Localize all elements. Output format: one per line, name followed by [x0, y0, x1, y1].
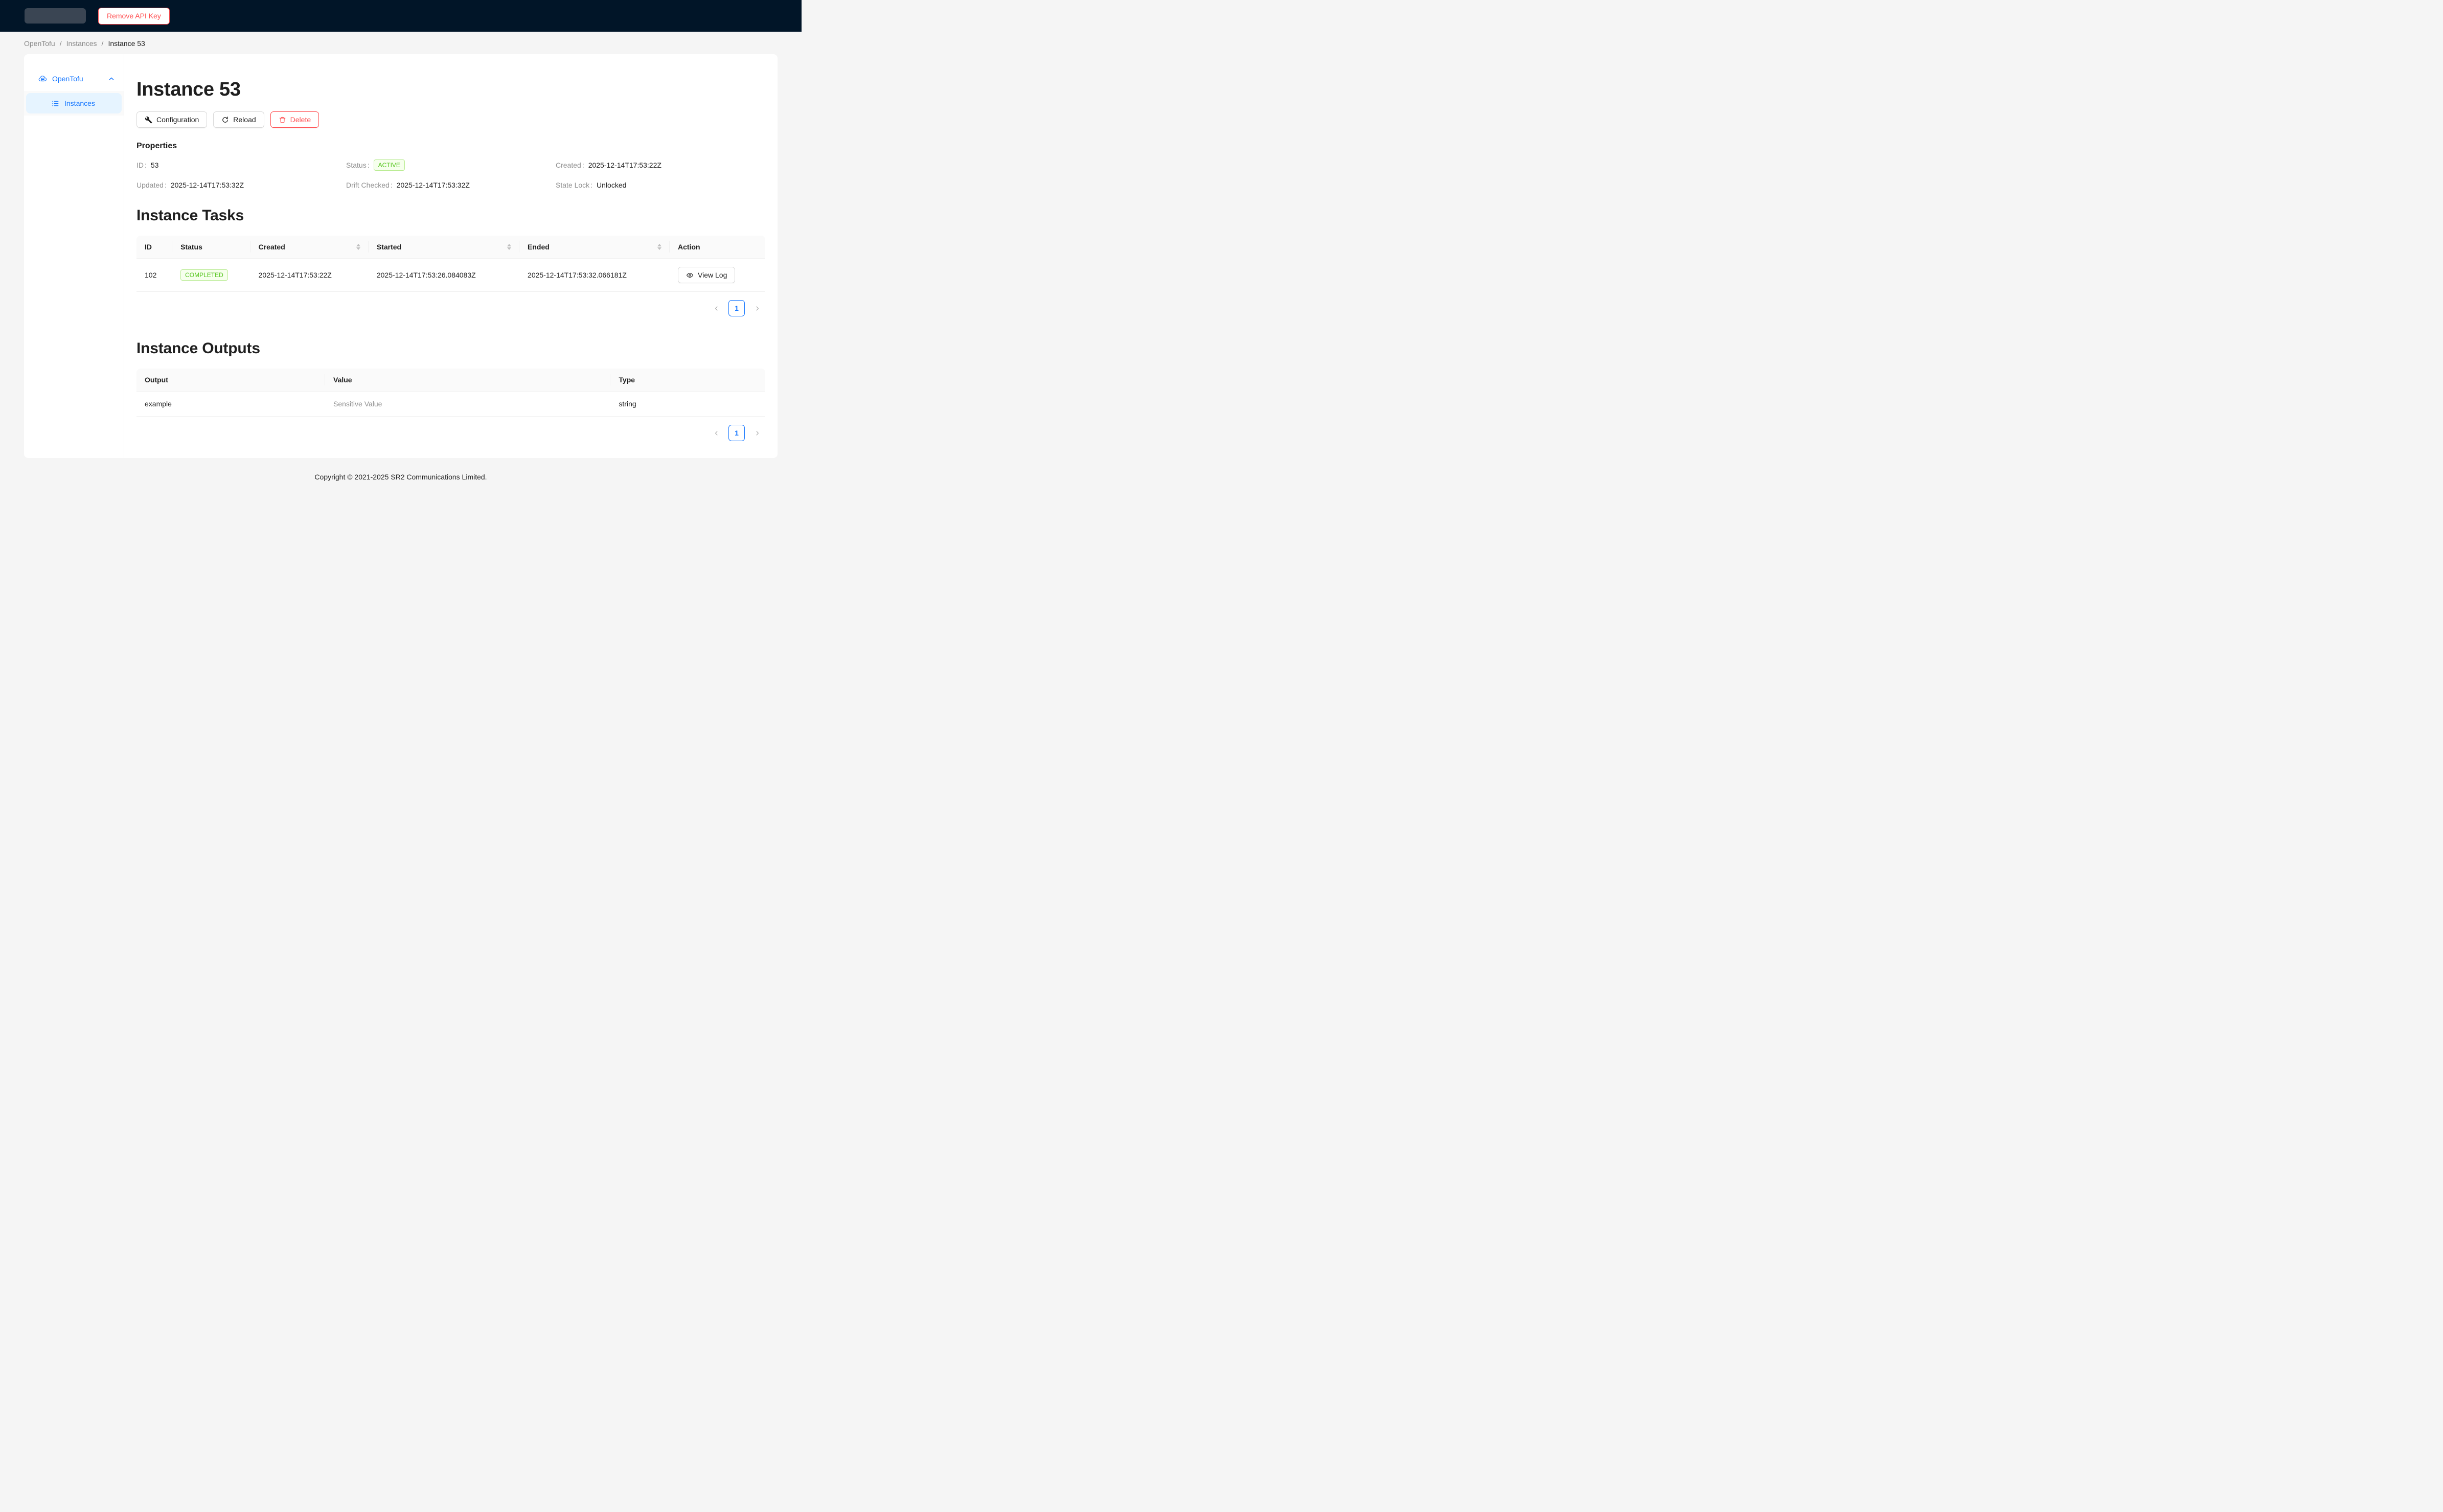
chevron-right-icon [754, 305, 761, 312]
column-header-started[interactable]: Started [368, 236, 520, 259]
configuration-button[interactable]: Configuration [136, 111, 208, 128]
copyright-text: Copyright © 2021-2025 SR2 Communications… [314, 473, 487, 481]
output-name-cell: example [136, 392, 325, 417]
view-log-button[interactable]: View Log [678, 267, 736, 283]
column-header-id: ID [136, 236, 173, 259]
breadcrumb-instances[interactable]: Instances [66, 39, 97, 48]
page-actions: Configuration Reload [136, 111, 765, 128]
breadcrumb: OpenTofu / Instances / Instance 53 [0, 32, 802, 54]
task-created-cell: 2025-12-14T17:53:22Z [250, 259, 369, 292]
eye-icon [686, 271, 694, 279]
breadcrumb-separator: / [101, 39, 104, 48]
sidebar-submenu: Instances [24, 91, 124, 116]
cloud-server-icon [38, 75, 47, 83]
outputs-page-1-button[interactable]: 1 [728, 425, 745, 441]
delete-button[interactable]: Delete [270, 111, 319, 128]
reload-button[interactable]: Reload [213, 111, 264, 128]
breadcrumb-current: Instance 53 [108, 39, 145, 48]
sidebar-item-label: Instances [64, 99, 95, 107]
outputs-table: Output Value Type example Sensitive Valu… [136, 369, 765, 417]
column-header-type: Type [610, 369, 765, 392]
breadcrumb-opentofu[interactable]: OpenTofu [24, 39, 55, 48]
view-log-button-label: View Log [698, 271, 727, 279]
sidebar-menu-opentofu[interactable]: OpenTofu [26, 68, 122, 89]
tasks-heading: Instance Tasks [136, 207, 244, 224]
property-updated: Updated: 2025-12-14T17:53:32Z [136, 181, 244, 189]
reload-button-label: Reload [233, 116, 256, 124]
task-started-cell: 2025-12-14T17:53:26.084083Z [368, 259, 520, 292]
property-status: Status: ACTIVE [346, 159, 556, 171]
main-card: OpenTofu Instances [24, 54, 778, 458]
column-header-output: Output [136, 369, 325, 392]
sidebar: OpenTofu Instances [24, 54, 124, 458]
property-state-lock: State Lock: Unlocked [556, 181, 627, 189]
column-header-action: Action [670, 236, 765, 259]
top-navbar: Remove API Key [0, 0, 802, 32]
task-ended-cell: 2025-12-14T17:53:32.066181Z [519, 259, 670, 292]
column-header-status: Status [172, 236, 250, 259]
outputs-heading: Instance Outputs [136, 340, 260, 357]
tasks-prev-page-button[interactable] [708, 300, 724, 316]
configuration-button-label: Configuration [156, 116, 199, 124]
table-row: 102 COMPLETED 2025-12-14T17:53:22Z 2025-… [136, 259, 765, 292]
column-header-created[interactable]: Created [250, 236, 369, 259]
page-title: Instance 53 [136, 79, 241, 100]
unordered-list-icon [52, 100, 59, 107]
tasks-page-1-button[interactable]: 1 [728, 300, 745, 316]
task-action-cell: View Log [670, 259, 765, 292]
chevron-right-icon [754, 430, 761, 437]
delete-button-label: Delete [290, 116, 311, 124]
tasks-next-page-button[interactable] [749, 300, 765, 316]
column-header-value: Value [325, 369, 611, 392]
property-id: ID: 53 [136, 161, 159, 169]
outputs-next-page-button[interactable] [749, 425, 765, 441]
properties-heading: Properties [136, 142, 177, 150]
status-badge: COMPLETED [180, 269, 228, 281]
output-value-cell: Sensitive Value [325, 392, 611, 417]
tasks-table: ID Status Created Started Ended [136, 236, 765, 292]
page-footer: Copyright © 2021-2025 SR2 Communications… [0, 458, 802, 493]
property-drift-checked: Drift Checked: 2025-12-14T17:53:32Z [346, 181, 470, 189]
outputs-pagination: 1 [136, 425, 765, 441]
tasks-header-row: ID Status Created Started Ended [136, 236, 765, 259]
chevron-left-icon [713, 430, 720, 437]
tasks-pagination: 1 [136, 300, 765, 316]
breadcrumb-separator: / [59, 39, 62, 48]
properties-grid: ID: 53 Status: ACTIVE Created: 2025-12-1… [136, 159, 765, 191]
task-status-cell: COMPLETED [172, 259, 250, 292]
sidebar-menu-label: OpenTofu [52, 75, 83, 83]
chevron-up-icon [108, 76, 115, 82]
outputs-prev-page-button[interactable] [708, 425, 724, 441]
trash-icon [279, 116, 286, 124]
table-row: example Sensitive Value string [136, 392, 765, 417]
sort-icon [652, 244, 662, 250]
column-header-ended[interactable]: Ended [519, 236, 670, 259]
output-type-cell: string [610, 392, 765, 417]
remove-api-key-button[interactable]: Remove API Key [98, 7, 170, 25]
chevron-left-icon [713, 305, 720, 312]
status-badge: ACTIVE [373, 159, 405, 171]
content-area: Instance 53 Configuration Reload [124, 54, 778, 458]
sort-icon [351, 244, 360, 250]
sidebar-item-instances[interactable]: Instances [26, 93, 122, 113]
task-id-cell: 102 [136, 259, 173, 292]
property-created: Created: 2025-12-14T17:53:22Z [556, 161, 661, 169]
wrench-icon [145, 116, 152, 124]
sort-icon [502, 244, 512, 250]
logo-placeholder [25, 8, 86, 24]
outputs-header-row: Output Value Type [136, 369, 765, 392]
reload-icon [221, 116, 229, 124]
